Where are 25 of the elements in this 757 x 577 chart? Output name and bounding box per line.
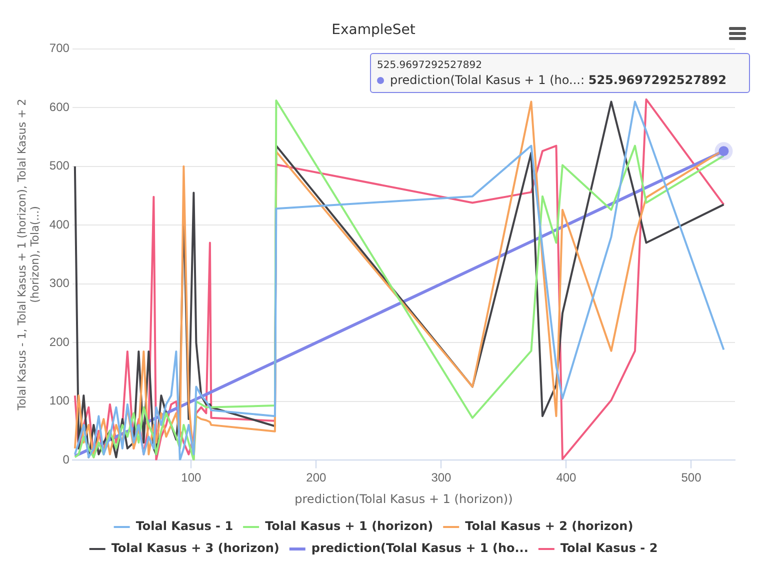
legend-label: Tolal Kasus + 3 (horizon): [111, 541, 280, 556]
y-tick-label: 300: [49, 276, 70, 290]
y-tick-label: 600: [49, 100, 70, 114]
y-tick-label: 100: [49, 394, 70, 408]
x-tick-label: 200: [306, 470, 327, 485]
y-tick-label: 500: [49, 158, 70, 173]
y-tick-label: 200: [49, 334, 70, 349]
x-tick-label: 400: [556, 470, 577, 485]
legend-label: prediction(Tolal Kasus + 1 (ho...: [311, 541, 528, 556]
legend-label: Tolal Kasus - 1: [136, 519, 234, 534]
annotation: prediction(Tolal Kasus + 1 (ho...: 525.9697292527892: [389, 72, 728, 88]
x-tick-label: 500: [681, 470, 702, 485]
y-tick-label: 400: [49, 217, 70, 232]
legend-label: Tolal Kasus + 2 (horizon): [465, 519, 634, 534]
tooltip: 525.9697292527892 prediction(Tolal Kasus + 1 (ho...: 525.9697292527892: [370, 53, 750, 93]
x-tick-label: 100: [181, 470, 202, 485]
y-tick-label: 0: [62, 452, 70, 467]
x-axis-title: prediction(Tolal Kasus + 1 (horizon)): [294, 492, 513, 506]
y-tick-label: 700: [49, 41, 70, 56]
legend-label: Tolal Kasus + 1 (horizon): [265, 519, 434, 534]
chart-title: ExampleSet: [332, 22, 416, 38]
annotation: 525.9697292527892: [377, 60, 483, 72]
y-axis-title: Tolal Kasus - 1, Tolal Kasus + 1 (horizon), Tolal Kasus + 2 (horizon), Tola(...): [15, 98, 42, 412]
x-tick-label: 300: [431, 470, 452, 485]
legend-label: Tolal Kasus - 2: [560, 541, 658, 556]
